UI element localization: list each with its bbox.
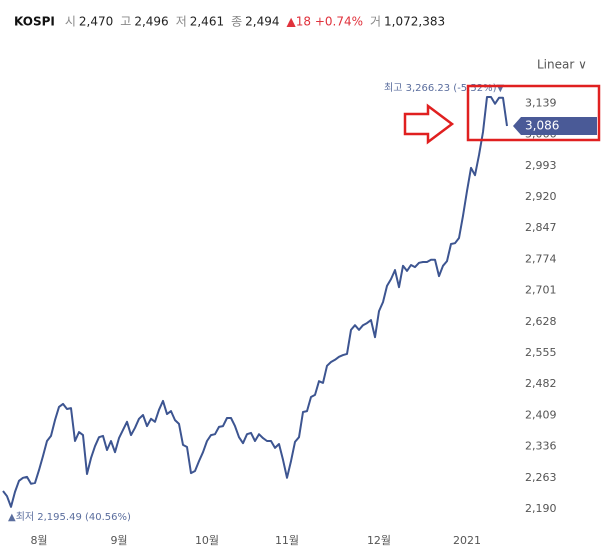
plot: 2,190 2,263 2,336 2,409 2,482 2,555 2,628 2,701…	[2, 96, 597, 547]
y-tick-label: 2,701	[525, 284, 557, 297]
header-label: 시	[65, 15, 76, 29]
y-tick-label: 2,628	[525, 315, 557, 328]
x-tick-label: 11월	[275, 534, 299, 547]
header-value: 2,494	[245, 15, 279, 29]
scale-button[interactable]: Linear ∨	[537, 58, 587, 72]
header-label: 종	[231, 15, 242, 29]
header-value: 2,470	[79, 15, 113, 29]
y-tick-label: 2,555	[525, 346, 557, 359]
header-label: 고	[120, 15, 131, 29]
x-tick-label: 9월	[110, 534, 127, 547]
x-tick-label: 12월	[367, 534, 391, 547]
current-badge	[513, 117, 597, 136]
header: KOSPI 시 2,470 고 2,496 저 2,461 종 2,494 ▲18 +0.74% 거…	[14, 15, 445, 29]
y-tick-label: 2,920	[525, 190, 557, 203]
header-value: 2,461	[190, 15, 224, 29]
highlight-box	[466, 84, 601, 142]
y-tick-label: 2,263	[525, 471, 557, 484]
header-label: 거	[370, 15, 381, 29]
y-tick-label: 2,774	[525, 252, 557, 265]
header-value: 2,496	[134, 15, 168, 29]
price-line	[2, 96, 508, 508]
y-tick-label: 2,993	[525, 159, 557, 172]
y-tick-label: 2,847	[525, 221, 557, 234]
header-value: 1,072,383	[384, 15, 445, 29]
low-annotation: ▲최저 2,195.49 (40.56%)	[8, 511, 131, 523]
x-tick-label: 8월	[30, 534, 47, 547]
current-label: 3,086	[525, 119, 559, 133]
y-tick-label: 2,409	[525, 408, 557, 421]
header-label: 저	[176, 15, 187, 29]
header-change: ▲18 +0.74%	[287, 15, 364, 29]
high-annotation: 최고 3,266.23 (-5.52%)▼	[384, 82, 504, 94]
x-tick-label: 2021	[453, 534, 481, 547]
highlight-arrow	[403, 103, 455, 145]
y-tick-label: 2,336	[525, 440, 557, 453]
y-tick-label: 2,190	[525, 502, 557, 515]
y-tick-label: 2,482	[525, 377, 557, 390]
header-label: KOSPI	[14, 15, 55, 29]
x-tick-label: 10월	[195, 534, 219, 547]
y-tick-label: 3,139	[525, 96, 557, 109]
